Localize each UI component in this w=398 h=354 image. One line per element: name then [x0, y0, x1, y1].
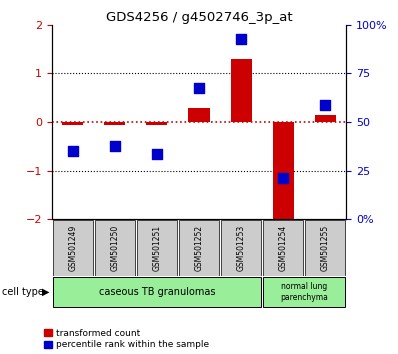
Text: GSM501253: GSM501253	[236, 225, 246, 271]
Bar	[189, 108, 209, 122]
Bar	[137, 220, 177, 275]
Text: ▶: ▶	[42, 287, 49, 297]
Text: GSM501255: GSM501255	[321, 225, 330, 271]
Point	[112, 144, 118, 149]
Bar	[146, 122, 168, 125]
Text: caseous TB granulomas: caseous TB granulomas	[99, 287, 215, 297]
Point	[70, 149, 76, 154]
Bar	[179, 220, 219, 275]
Text: normal lung
parenchyma: normal lung parenchyma	[280, 282, 328, 302]
Text: GSM501254: GSM501254	[279, 225, 288, 271]
Bar	[263, 277, 345, 307]
Bar	[62, 122, 83, 125]
Point	[238, 36, 244, 42]
Bar	[263, 220, 303, 275]
Point	[280, 175, 286, 181]
Text: cell type: cell type	[2, 287, 44, 297]
Bar	[53, 220, 93, 275]
Point	[196, 85, 202, 91]
Bar	[315, 115, 336, 122]
Bar	[221, 220, 261, 275]
Text: GSM501252: GSM501252	[195, 225, 203, 271]
Text: GSM501251: GSM501251	[152, 225, 162, 271]
Title: GDS4256 / g4502746_3p_at: GDS4256 / g4502746_3p_at	[106, 11, 292, 24]
Text: GSM501249: GSM501249	[68, 225, 77, 271]
Text: GSM501250: GSM501250	[110, 225, 119, 271]
Bar	[273, 122, 294, 224]
Point	[154, 151, 160, 156]
Bar	[305, 220, 345, 275]
Bar	[104, 122, 125, 125]
Point	[322, 102, 328, 108]
Bar	[95, 220, 135, 275]
Bar	[230, 59, 252, 122]
Bar	[53, 277, 261, 307]
Legend: transformed count, percentile rank within the sample: transformed count, percentile rank withi…	[44, 329, 209, 349]
